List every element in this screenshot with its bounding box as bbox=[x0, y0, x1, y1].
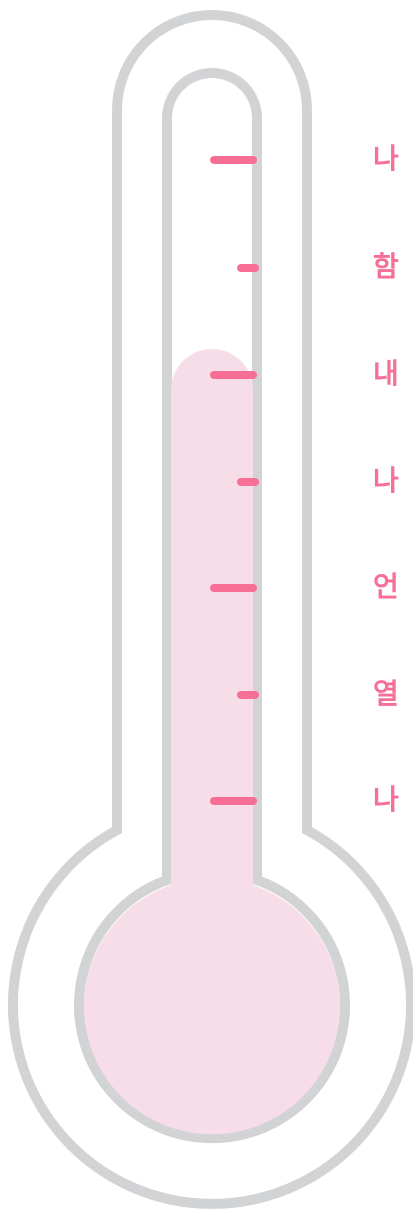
level-label: 언 bbox=[373, 570, 399, 603]
level-label: 나 bbox=[373, 464, 399, 497]
level-label: 나 bbox=[373, 783, 399, 816]
fill-level bbox=[84, 349, 340, 1135]
level-label: 내 bbox=[373, 357, 399, 390]
ticks bbox=[210, 156, 259, 805]
level-label: 열 bbox=[373, 677, 399, 710]
level-label: 나 bbox=[373, 142, 399, 175]
level-label: 함 bbox=[373, 250, 399, 283]
